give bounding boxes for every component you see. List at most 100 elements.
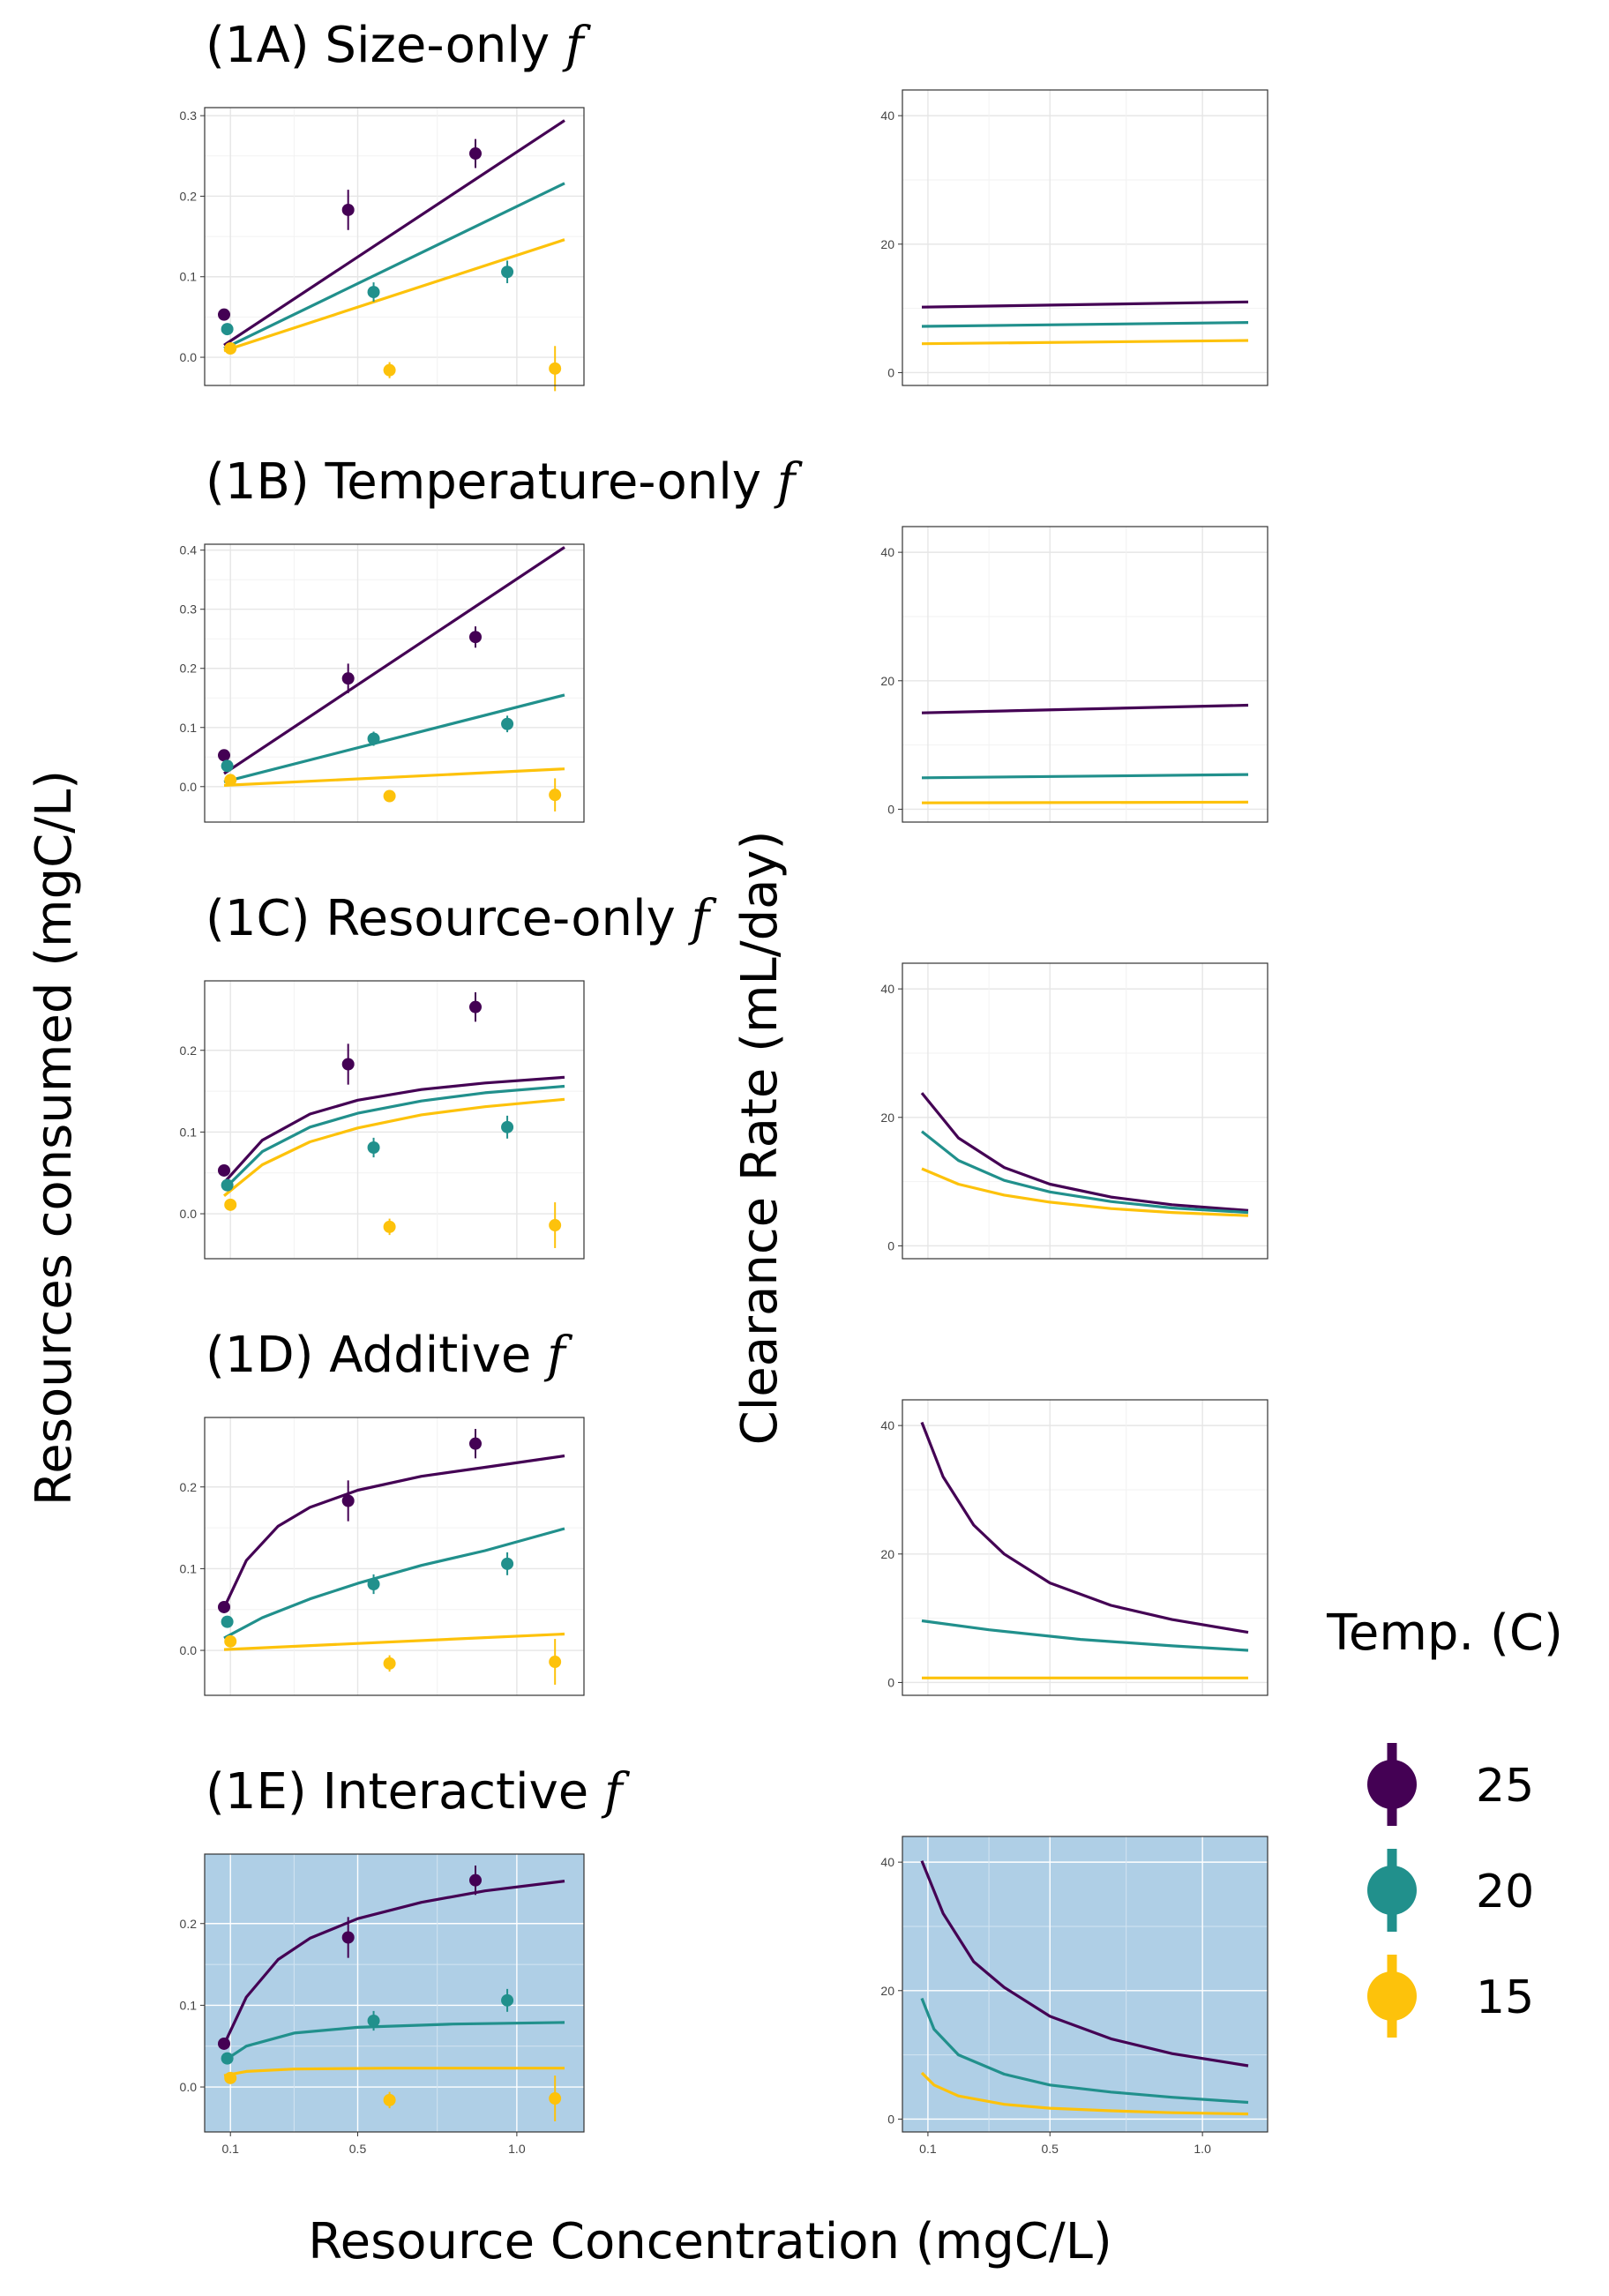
plot-background (205, 108, 584, 385)
data-point-15 (549, 2092, 562, 2105)
data-point-20 (221, 759, 234, 773)
series-line-25 (223, 119, 565, 347)
plot-1c-right: 0 20 40 (880, 962, 1268, 1260)
y-tick-label: 20 (880, 1984, 894, 1998)
y-tick-label: 20 (880, 237, 894, 251)
legend-key-point (1367, 1866, 1417, 1915)
data-point-25 (218, 749, 230, 762)
data-point-25 (341, 672, 355, 685)
data-point-15 (224, 1198, 237, 1211)
panel-row-1a: (1A) Size-only f 0.0 0.1 0.2 0.3 0 20 40 (180, 17, 1268, 392)
plot-background (205, 1854, 584, 2132)
data-point-15 (383, 1220, 396, 1233)
series-line-25 (920, 1092, 1249, 1212)
x-tick-label: 1.0 (508, 2142, 526, 2156)
y-tick-label: 0.0 (180, 1207, 198, 1221)
legend-label: 20 (1476, 1866, 1534, 1918)
data-point-25 (468, 147, 482, 161)
y-axis-label-right: Clearance Rate (mL/day) (731, 831, 789, 1446)
series-line-15 (920, 2071, 1249, 2116)
x-tick-label: 0.1 (221, 2142, 239, 2156)
plot-1a-left: 0.0 0.1 0.2 0.3 (180, 107, 585, 392)
series-line-15 (921, 800, 1249, 804)
data-point-25 (468, 1437, 482, 1450)
y-tick-label: 40 (880, 1418, 894, 1432)
data-point-25 (341, 203, 355, 216)
series-line-25 (223, 546, 565, 775)
plot-border (902, 89, 1268, 386)
plot-1b-left: 0.0 0.1 0.2 0.3 0.4 (180, 543, 585, 823)
plot-background (205, 1417, 584, 1695)
y-tick-label: 0.3 (180, 602, 198, 617)
data-point-15 (224, 342, 237, 355)
y-tick-label: 0.1 (180, 1998, 198, 2012)
series-line-20 (223, 693, 565, 783)
data-point-15 (224, 2071, 237, 2084)
panel-title-1c: (1C) Resource-only f (206, 890, 718, 947)
y-tick-label: 0.2 (180, 1043, 198, 1058)
data-point-15 (549, 1219, 562, 1232)
legend-label: 25 (1476, 1760, 1534, 1813)
y-tick-label: 40 (880, 545, 894, 559)
series-line-15 (921, 339, 1249, 346)
series-line-15 (921, 1167, 1249, 1217)
plot-border (204, 1853, 585, 2133)
y-tick-label: 40 (880, 1855, 894, 1869)
panel-row-1b: (1B) Temperature-only f 0.0 0.1 0.2 0.3 0.4 0 2… (180, 453, 1268, 823)
plot-border (204, 1417, 585, 1696)
plot-background (902, 1400, 1268, 1695)
legend-key-point (1367, 1971, 1417, 2021)
y-tick-label: 0.1 (180, 1561, 198, 1575)
data-point-25 (218, 1163, 230, 1177)
legend: Temp. (C) 25 20 15 (1326, 1604, 1563, 2038)
series-line-25 (920, 1421, 1249, 1634)
plot-background (902, 90, 1268, 385)
data-point-20 (501, 1993, 514, 2007)
y-tick-label: 0 (887, 2112, 894, 2126)
y-tick-label: 0.4 (180, 543, 198, 557)
x-tick-label: 0.5 (349, 2142, 367, 2156)
panel-row-1d: (1D) Additive f 0.0 0.1 0.2 0 20 40 (180, 1327, 1268, 1696)
data-point-15 (224, 774, 237, 787)
data-point-20 (501, 1557, 514, 1570)
data-point-15 (224, 1634, 237, 1648)
data-point-15 (383, 2093, 396, 2106)
plot-1d-right: 0 20 40 (880, 1399, 1268, 1696)
data-point-15 (383, 363, 396, 377)
y-tick-label: 0.0 (180, 780, 198, 794)
data-point-15 (383, 789, 396, 803)
series-line-20 (223, 182, 565, 350)
data-point-20 (367, 1141, 380, 1154)
data-point-25 (341, 1931, 355, 1944)
series-line-20 (223, 1527, 565, 1640)
y-tick-label: 20 (880, 674, 894, 688)
y-tick-label: 0 (887, 1238, 894, 1253)
y-tick-label: 0.2 (180, 662, 198, 676)
data-point-20 (501, 717, 514, 730)
data-point-15 (549, 1656, 562, 1669)
y-tick-label: 20 (880, 1547, 894, 1561)
legend-title: Temp. (C) (1326, 1604, 1563, 1662)
y-tick-label: 40 (880, 108, 894, 123)
panel-row-1c: (1C) Resource-only f 0.0 0.1 0.2 0 20 40 (180, 890, 1268, 1260)
y-tick-label: 0.0 (180, 2080, 198, 2094)
y-tick-label: 0.2 (180, 1917, 198, 1931)
y-tick-label: 0.1 (180, 721, 198, 735)
series-line-20 (921, 321, 1249, 328)
series-line-15 (223, 2067, 565, 2077)
x-axis-label: Resource Concentration (mgC/L) (308, 2213, 1112, 2270)
panel-title-1d: (1D) Additive f (206, 1327, 573, 1384)
series-line-20 (920, 1997, 1249, 2105)
y-tick-label: 20 (880, 1111, 894, 1125)
series-line-20 (921, 1130, 1249, 1215)
legend-key-point (1367, 1760, 1417, 1809)
y-tick-label: 0.3 (180, 108, 198, 123)
plot-background (902, 1836, 1268, 2132)
plot-border (902, 1836, 1268, 2133)
plot-border (204, 107, 585, 386)
data-point-25 (218, 308, 230, 321)
y-tick-label: 0.0 (180, 1643, 198, 1657)
plot-border (902, 962, 1268, 1260)
legend-entry-15: 15 (1367, 1955, 1534, 2038)
series-line-15 (223, 767, 565, 787)
